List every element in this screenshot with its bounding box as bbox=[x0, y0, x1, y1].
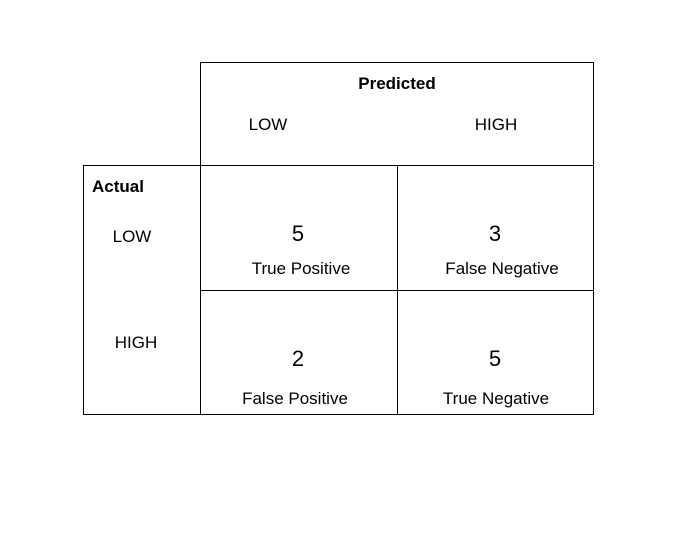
matrix-horizontal-divider bbox=[200, 290, 594, 291]
cell-label-false-negative: False Negative bbox=[445, 259, 559, 278]
cell-label-true-negative: True Negative bbox=[442, 389, 550, 408]
cell-value-false-positive: 2 bbox=[291, 346, 305, 371]
cell-label-true-positive: True Positive bbox=[251, 259, 351, 278]
predicted-col-low: LOW bbox=[248, 115, 288, 134]
predicted-title: Predicted bbox=[358, 74, 436, 93]
actual-header-box bbox=[83, 165, 201, 415]
cell-value-true-negative: 5 bbox=[488, 346, 502, 371]
actual-row-low: LOW bbox=[112, 227, 152, 246]
actual-row-high: HIGH bbox=[114, 333, 158, 352]
cell-value-true-positive: 5 bbox=[291, 221, 305, 246]
actual-title: Actual bbox=[92, 177, 144, 196]
predicted-col-high: HIGH bbox=[474, 115, 518, 134]
cell-value-false-negative: 3 bbox=[488, 221, 502, 246]
cell-label-false-positive: False Positive bbox=[242, 389, 348, 408]
